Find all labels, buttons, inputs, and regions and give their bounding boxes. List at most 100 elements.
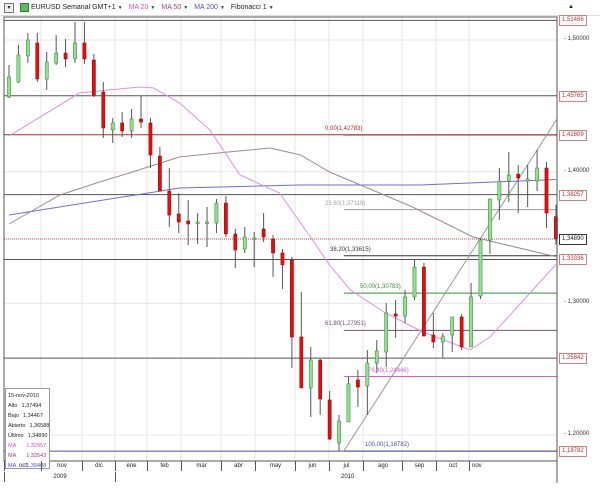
month-label: feb	[147, 461, 181, 471]
candle	[478, 237, 483, 300]
candle-body	[101, 91, 106, 129]
candle-body	[327, 399, 332, 440]
candle	[544, 161, 549, 228]
candle	[506, 151, 511, 202]
candle	[120, 112, 125, 138]
candle-body	[158, 155, 162, 192]
candle	[44, 51, 49, 91]
symbol-selector[interactable]: EURUSD Semanal GMT+1 ▼	[20, 3, 123, 12]
candle-body	[148, 122, 153, 156]
candle	[26, 33, 30, 64]
candle	[54, 34, 58, 66]
candle-body	[365, 362, 370, 387]
candle-body	[186, 220, 191, 225]
candle-body	[469, 296, 473, 348]
candle-body	[129, 118, 134, 132]
candle-body	[261, 228, 266, 238]
horizontal-lines	[4, 19, 557, 452]
candle	[167, 168, 172, 228]
candle-body	[374, 350, 379, 364]
candle-body	[63, 52, 68, 60]
month-label: abr	[221, 461, 255, 471]
candle-body	[233, 233, 238, 251]
candle	[393, 299, 398, 339]
candle	[92, 53, 96, 98]
candle	[233, 228, 238, 268]
info-box: 15-nov-2010 Alto 1,37494 Bajo 1,34467 Abie…	[5, 388, 50, 469]
candle	[403, 289, 407, 324]
candle-body	[488, 198, 492, 241]
price-level-label: 1,18782	[559, 446, 587, 458]
ma20-selector[interactable]: MA 20 ▼	[129, 4, 156, 11]
candle	[101, 82, 106, 138]
candle	[148, 117, 153, 169]
scroll-up-icon[interactable]: ▲	[568, 4, 574, 10]
month-label: nov	[469, 461, 557, 471]
candle	[16, 45, 21, 83]
chevron-down-icon: ▼	[268, 4, 274, 11]
candle-body	[497, 180, 502, 201]
candle	[280, 249, 285, 290]
price-level-label: 1,25842	[559, 353, 587, 365]
candle-body	[280, 252, 285, 266]
month-label: sep	[402, 461, 436, 471]
candle	[195, 213, 200, 245]
candle	[271, 235, 275, 277]
month-label: ago	[363, 461, 402, 471]
candle-body	[535, 167, 539, 182]
candle	[110, 117, 115, 143]
candle	[554, 204, 558, 245]
candle-body	[290, 259, 294, 338]
candle	[365, 350, 370, 415]
candle	[176, 193, 181, 234]
ma50-line	[8, 147, 557, 258]
candle-body	[525, 178, 530, 182]
candle-body	[403, 296, 407, 317]
fibonacci-trend-line	[343, 118, 558, 452]
candle	[497, 168, 502, 221]
candle	[308, 346, 313, 417]
candle	[158, 146, 162, 192]
fibonacci-selector[interactable]: Fibonacci 1 ▼	[231, 4, 274, 11]
candle-body	[422, 266, 426, 337]
candle-body	[120, 122, 125, 132]
candle	[469, 282, 473, 348]
candles	[7, 21, 558, 452]
candle	[346, 376, 351, 423]
price-level-label: 1,51486	[559, 15, 587, 27]
candle	[205, 206, 209, 248]
month-label: nov	[41, 461, 82, 471]
price-tick-label: - 1,40000	[564, 167, 590, 174]
ma50-selector[interactable]: MA 50 ▼	[161, 4, 188, 11]
candle-body	[44, 61, 49, 80]
candle-body	[16, 54, 21, 83]
candle	[374, 340, 379, 373]
fibonacci-label: 38,20(1,33615)	[330, 246, 371, 253]
candle	[214, 198, 219, 234]
fibonacci-label: 0,00(1,42783)	[325, 126, 363, 133]
candle-body	[431, 334, 436, 343]
candle	[525, 164, 530, 207]
candle-body	[54, 52, 58, 64]
info-open: Abierto 1,36588	[8, 423, 50, 429]
candle	[431, 313, 436, 349]
month-label: dic	[82, 461, 115, 471]
candle-body	[478, 239, 483, 297]
candle-body	[167, 190, 172, 216]
candle-body	[554, 216, 558, 240]
fibonacci-label: 100,00(1,18782)	[365, 442, 410, 449]
year-label: 2009	[4, 472, 115, 482]
menu-icon[interactable]: ▾	[4, 2, 14, 13]
candle	[82, 21, 87, 64]
chevron-down-icon: ▼	[117, 4, 123, 11]
candle	[327, 390, 332, 440]
ma200-selector[interactable]: MA 200 ▼	[194, 4, 225, 11]
candle	[261, 213, 266, 243]
candle-body	[318, 359, 323, 400]
price-level-label: 1,45765	[559, 90, 587, 102]
candle-body	[82, 42, 87, 60]
chevron-down-icon: ▼	[150, 4, 156, 11]
candle-body	[412, 266, 417, 298]
chevron-down-icon: ▼	[219, 4, 225, 11]
